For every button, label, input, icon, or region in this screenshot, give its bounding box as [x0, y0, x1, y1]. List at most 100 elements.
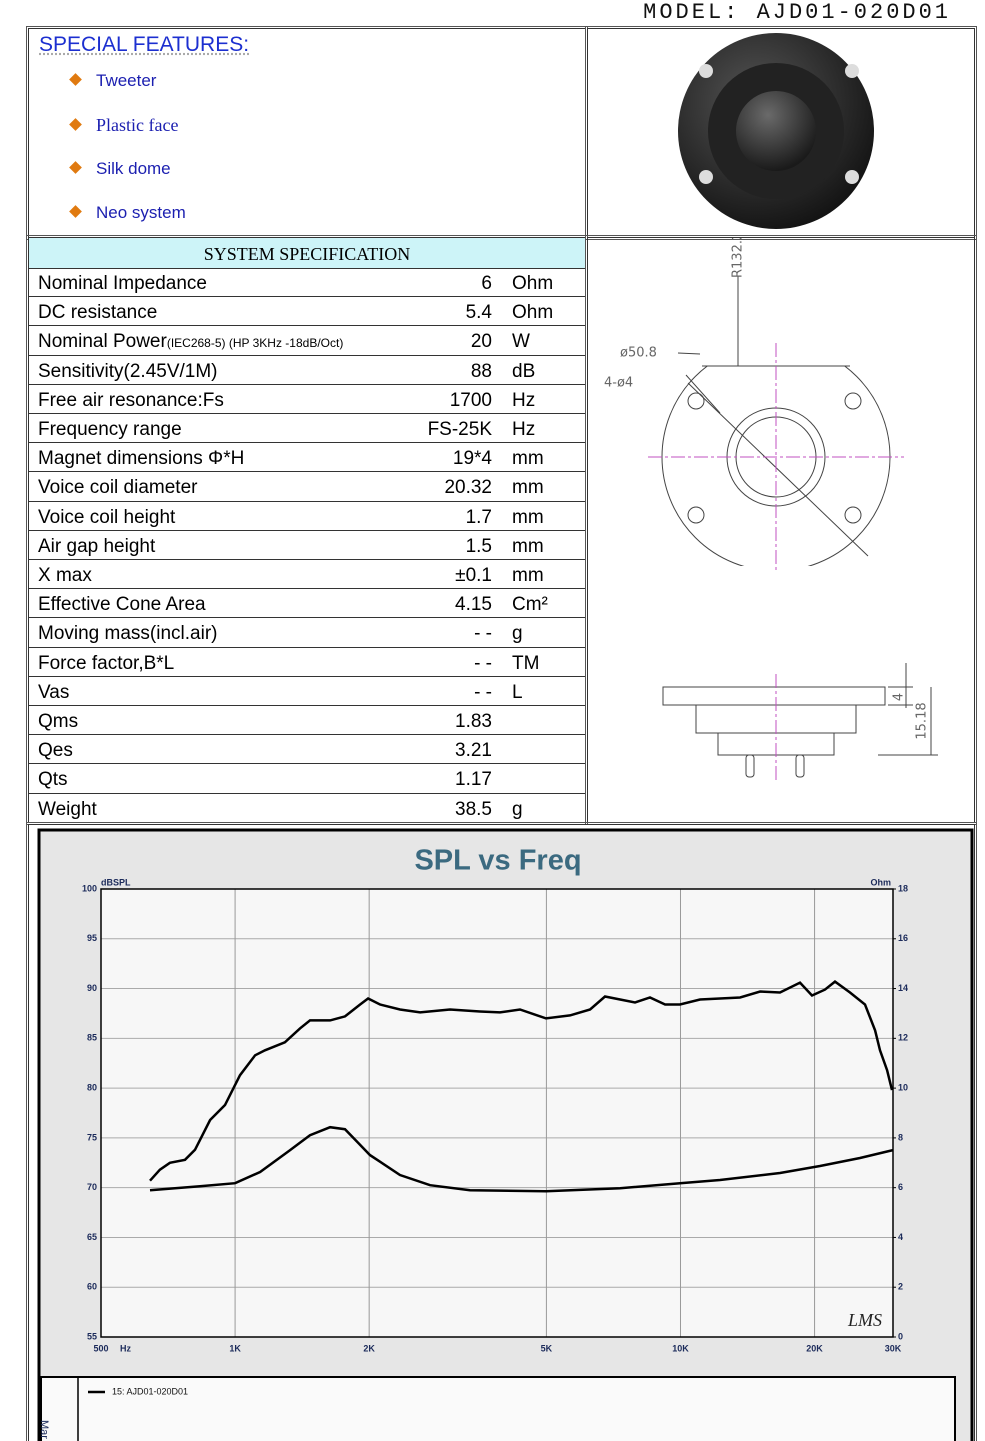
flange-label: 4	[892, 693, 907, 701]
spec-name-text: Qes	[38, 740, 73, 762]
y-tick-label: 85	[87, 1033, 97, 1043]
spec-name: Sensitivity(2.45V/1M)	[38, 356, 218, 387]
radius-label: R132.2	[731, 238, 746, 278]
x-tick-label: 500	[93, 1343, 108, 1353]
model: MODEL: AJD01-020D01	[643, 0, 951, 25]
spec-title: SYSTEM SPECIFICATION	[29, 238, 585, 269]
spec-name-text: Vas	[38, 681, 70, 703]
y2-tick-label: 18	[898, 883, 908, 893]
spec-value: 20.32	[444, 477, 492, 499]
y-tick-label: 95	[87, 933, 97, 943]
spec-name-text: Sensitivity(2.45V/1M)	[38, 360, 218, 382]
spec-value: 1.83	[455, 711, 492, 732]
features-cell: SPECIAL FEATURES: Tweeter Plastic face Sil…	[26, 26, 588, 240]
height-label: 15.18	[915, 702, 930, 739]
spec-name: Qms	[38, 706, 78, 737]
x-unit: Hz	[120, 1343, 131, 1353]
spec-name: Qts	[38, 764, 68, 795]
spec-name-text: Effective Cone Area	[38, 594, 206, 616]
spec-row: Force factor,B*L - - TM	[29, 648, 585, 677]
spec-unit: Ohm	[512, 273, 554, 294]
spec-value: 1.7	[465, 506, 492, 528]
holes-label: 4-ø4	[604, 376, 633, 391]
spec-value: 1.17	[455, 769, 492, 791]
spec-unit: TM	[512, 652, 540, 674]
y-tick-label: 55	[87, 1331, 97, 1341]
spec-name-text: Voice coil height	[38, 506, 176, 528]
spec-name: Nominal Impedance	[38, 268, 207, 299]
spec-name-text: Qts	[38, 769, 68, 791]
y2-tick-label: 16	[898, 933, 908, 943]
spec-unit: mm	[512, 506, 544, 528]
y2-tick-label: 14	[898, 983, 908, 993]
feature-item: Neo system	[71, 203, 186, 223]
plot-frame	[100, 888, 894, 1338]
spec-value: 38.5	[455, 798, 492, 820]
spec-row: Magnet dimensions Φ*H 19*4 mm	[29, 443, 585, 474]
spec-unit: mm	[512, 448, 544, 470]
y-tick-label: 75	[87, 1132, 97, 1142]
feature-item: Tweeter	[71, 71, 156, 91]
spec-value: 6	[481, 273, 492, 294]
spec-row: Nominal Power(IEC268-5) (HP 3KHz -18dB/O…	[29, 326, 585, 356]
spec-unit: mm	[512, 535, 544, 557]
spec-name: Weight	[38, 794, 97, 825]
spec-unit: Ohm	[512, 302, 554, 324]
spec-unit: g	[512, 623, 523, 645]
logo: LMS	[847, 1310, 882, 1330]
y2-tick-label: 2	[898, 1282, 903, 1292]
tweeter-photo	[678, 33, 874, 229]
series-line	[149, 980, 894, 1182]
spec-name-text: Nominal Impedance	[38, 273, 207, 294]
spec-unit: Cm²	[512, 594, 548, 616]
spec-name-text: Nominal Power	[38, 331, 167, 353]
chart: SPL vs Freq 55 60 65 70 75 80 85 90 95 100 0 2 4 6 8 10 1…	[37, 828, 974, 1441]
spec-row: Free air resonance:Fs 1700 Hz	[29, 385, 585, 414]
spec-row: Air gap height 1.5 mm	[29, 531, 585, 560]
spec-value: 1.5	[465, 535, 492, 557]
legend-box	[40, 1376, 956, 1441]
spec-name: Air gap height	[38, 531, 155, 562]
y2-tick-label: 4	[898, 1232, 903, 1242]
spec-name-text: Force factor,B*L	[38, 652, 175, 674]
spec-unit: mm	[512, 565, 544, 586]
y-axis-label: dBSPL	[101, 877, 131, 887]
spec-name: Free air resonance:Fs	[38, 385, 224, 416]
spec-name: X max	[38, 560, 92, 591]
photo-cell	[585, 26, 977, 240]
spec-row: Effective Cone Area 4.15 Cm²	[29, 589, 585, 619]
spec-cell: SYSTEM SPECIFICATION Nominal Impedance 6 O…	[26, 235, 588, 825]
y-tick-label: 60	[87, 1282, 97, 1292]
footer-text: Mar	[38, 1420, 50, 1439]
spec-row: Qms 1.83	[29, 706, 585, 737]
spec-name-text: Magnet dimensions Φ*H	[38, 448, 245, 470]
series-line	[149, 1125, 894, 1193]
x-tick-label: 1K	[229, 1343, 241, 1353]
spec-row: Frequency range FS-25K Hz	[29, 414, 585, 445]
y-tick-label: 65	[87, 1232, 97, 1242]
x-tick-label: 10K	[672, 1343, 689, 1353]
spec-unit: Hz	[512, 389, 536, 411]
spec-name: Magnet dimensions Φ*H	[38, 443, 244, 474]
spec-name: Force factor,B*L	[38, 648, 174, 679]
spec-name-text: Voice coil diameter	[38, 477, 198, 499]
spec-row: DC resistance 5.4 Ohm	[29, 297, 585, 327]
spec-name-text: Frequency range	[38, 419, 182, 440]
features-title: SPECIAL FEATURES:	[39, 33, 250, 56]
spec-name-text: Free air resonance:Fs	[38, 389, 224, 411]
drawing-cell: R132.2 ø50.8 4-ø4 4 15.18	[585, 232, 977, 825]
chart-title: SPL vs Freq	[414, 845, 581, 877]
spec-row: Voice coil diameter 20.32 mm	[29, 472, 585, 502]
spec-value: FS-25K	[427, 419, 492, 440]
spec-name-text: X max	[38, 565, 92, 586]
spec-name-text: Air gap height	[38, 535, 156, 557]
spec-row: Qts 1.17	[29, 764, 585, 795]
spec-row: X max ±0.1 mm	[29, 560, 585, 591]
x-tick-label: 2K	[363, 1343, 375, 1353]
spec-row: Qes 3.21	[29, 735, 585, 765]
y2-tick-label: 8	[898, 1132, 903, 1142]
spec-name: Frequency range	[38, 414, 182, 445]
spec-value: 5.4	[465, 302, 492, 324]
y2-tick-label: 10	[898, 1082, 908, 1092]
spec-name-text: DC resistance	[38, 302, 158, 324]
